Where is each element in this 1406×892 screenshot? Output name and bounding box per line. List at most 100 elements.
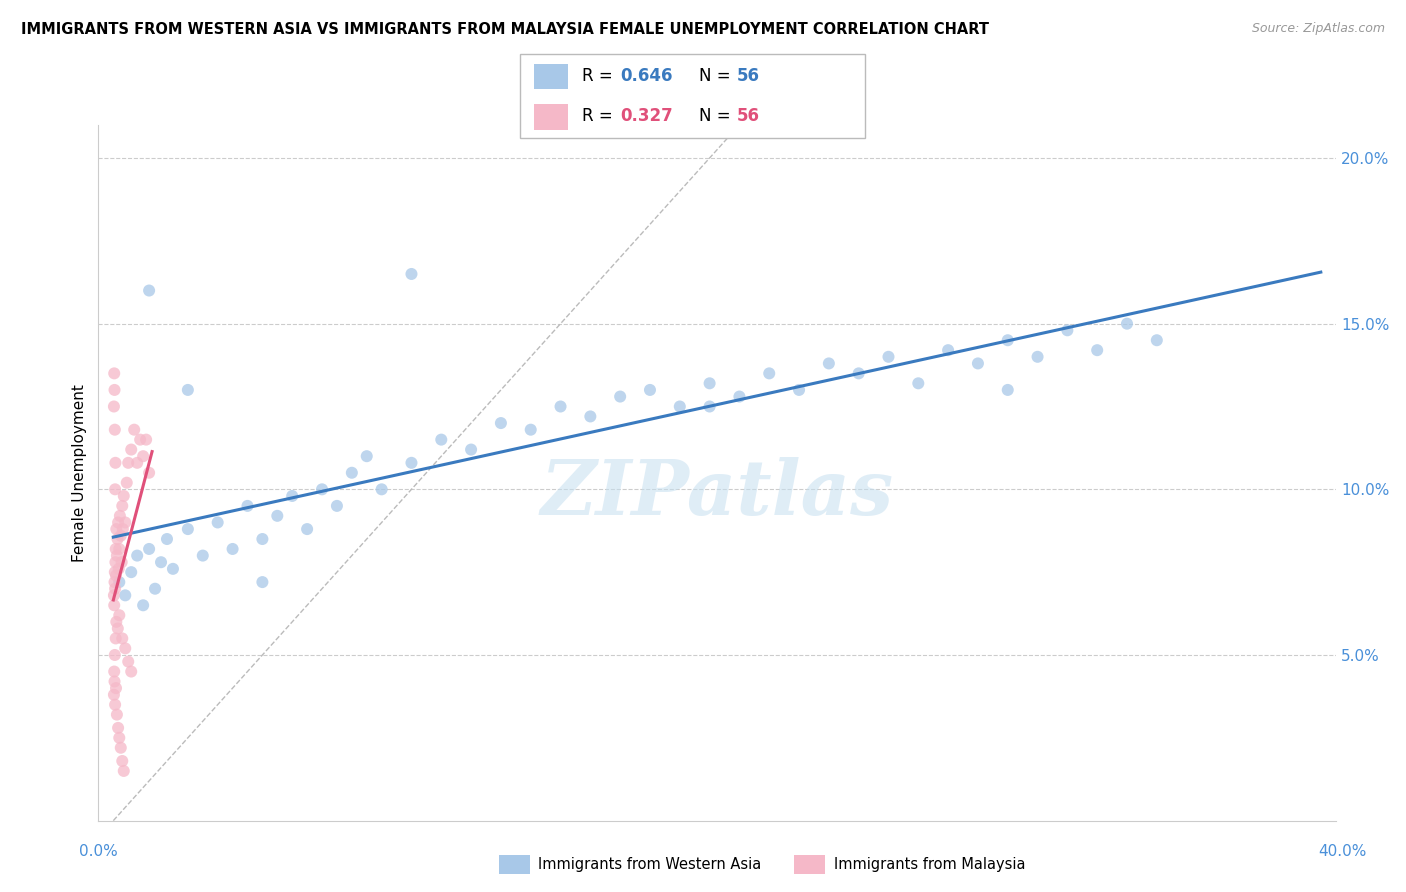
Point (295, 522, 318, 536)
Text: N =: N = (699, 107, 737, 125)
Point (105, 615, 128, 629)
Text: Source: ZipAtlas.com: Source: ZipAtlas.com (1251, 22, 1385, 36)
Point (311, 483, 333, 497)
Point (122, 423, 145, 437)
Point (191, 549, 214, 563)
Point (699, 400, 721, 414)
Point (162, 562, 184, 576)
Point (281, 489, 304, 503)
Point (110, 740, 132, 755)
Point (104, 423, 127, 437)
Point (638, 383, 661, 397)
Point (997, 383, 1019, 397)
Point (103, 688, 125, 702)
Point (699, 376, 721, 391)
Point (107, 622, 129, 636)
Point (107, 721, 129, 735)
Text: 40.0%: 40.0% (1319, 845, 1367, 859)
Text: R =: R = (582, 68, 619, 86)
Point (177, 383, 200, 397)
Point (111, 555, 134, 569)
Bar (534, 104, 568, 130)
Point (132, 449, 155, 463)
Point (104, 541, 127, 556)
Point (105, 568, 128, 582)
Point (103, 599, 125, 613)
Point (115, 475, 138, 490)
Point (104, 483, 127, 497)
Point (489, 416, 512, 430)
Point (108, 608, 131, 623)
Point (787, 383, 810, 397)
Point (252, 532, 274, 546)
Point (430, 433, 453, 447)
Point (997, 333, 1019, 347)
Point (111, 632, 134, 646)
Text: IMMIGRANTS FROM WESTERN ASIA VS IMMIGRANTS FROM MALAYSIA FEMALE UNEMPLOYMENT COR: IMMIGRANTS FROM WESTERN ASIA VS IMMIGRAN… (21, 22, 988, 37)
Point (370, 483, 392, 497)
Point (579, 409, 602, 424)
Point (108, 575, 131, 590)
Point (120, 442, 142, 457)
Point (103, 575, 125, 590)
Bar (534, 63, 568, 89)
Point (107, 532, 129, 546)
Point (120, 665, 142, 679)
Point (138, 466, 160, 480)
Point (138, 541, 160, 556)
Point (848, 367, 870, 381)
Point (103, 367, 125, 381)
Text: Immigrants from Malaysia: Immigrants from Malaysia (834, 857, 1025, 871)
Text: ZIPatlas: ZIPatlas (540, 457, 894, 531)
Point (1056, 323, 1078, 337)
Point (117, 655, 139, 669)
Point (112, 489, 135, 503)
Point (401, 456, 423, 470)
Text: R =: R = (582, 107, 619, 125)
Point (519, 423, 541, 437)
Point (107, 562, 129, 576)
FancyBboxPatch shape (520, 54, 865, 138)
Point (1085, 343, 1108, 358)
Point (401, 267, 423, 281)
Point (758, 367, 780, 381)
Point (877, 350, 900, 364)
Point (138, 284, 160, 298)
Point (114, 516, 136, 530)
Point (150, 555, 173, 569)
Point (104, 456, 127, 470)
Point (356, 449, 378, 463)
Text: 0.0%: 0.0% (79, 845, 118, 859)
Text: 56: 56 (737, 68, 761, 86)
Point (127, 456, 149, 470)
Point (104, 648, 127, 662)
Point (221, 541, 243, 556)
Point (114, 588, 136, 602)
Point (127, 549, 149, 563)
Point (266, 508, 288, 523)
Point (103, 674, 125, 689)
Text: 56: 56 (737, 107, 761, 125)
Point (326, 499, 349, 513)
Point (728, 390, 751, 404)
Y-axis label: Female Unemployment: Female Unemployment (72, 384, 87, 562)
Point (105, 522, 128, 536)
Point (111, 754, 134, 768)
Point (104, 582, 127, 596)
Point (108, 508, 131, 523)
Point (103, 665, 125, 679)
Point (105, 549, 128, 563)
Point (1026, 350, 1049, 364)
Point (236, 499, 259, 513)
Point (936, 343, 959, 358)
Point (818, 356, 841, 370)
Point (112, 764, 135, 778)
Point (105, 681, 128, 695)
Point (132, 599, 155, 613)
Point (104, 698, 127, 712)
Point (103, 383, 125, 397)
Point (111, 499, 134, 513)
Point (105, 707, 128, 722)
Point (252, 575, 274, 590)
Point (135, 433, 157, 447)
